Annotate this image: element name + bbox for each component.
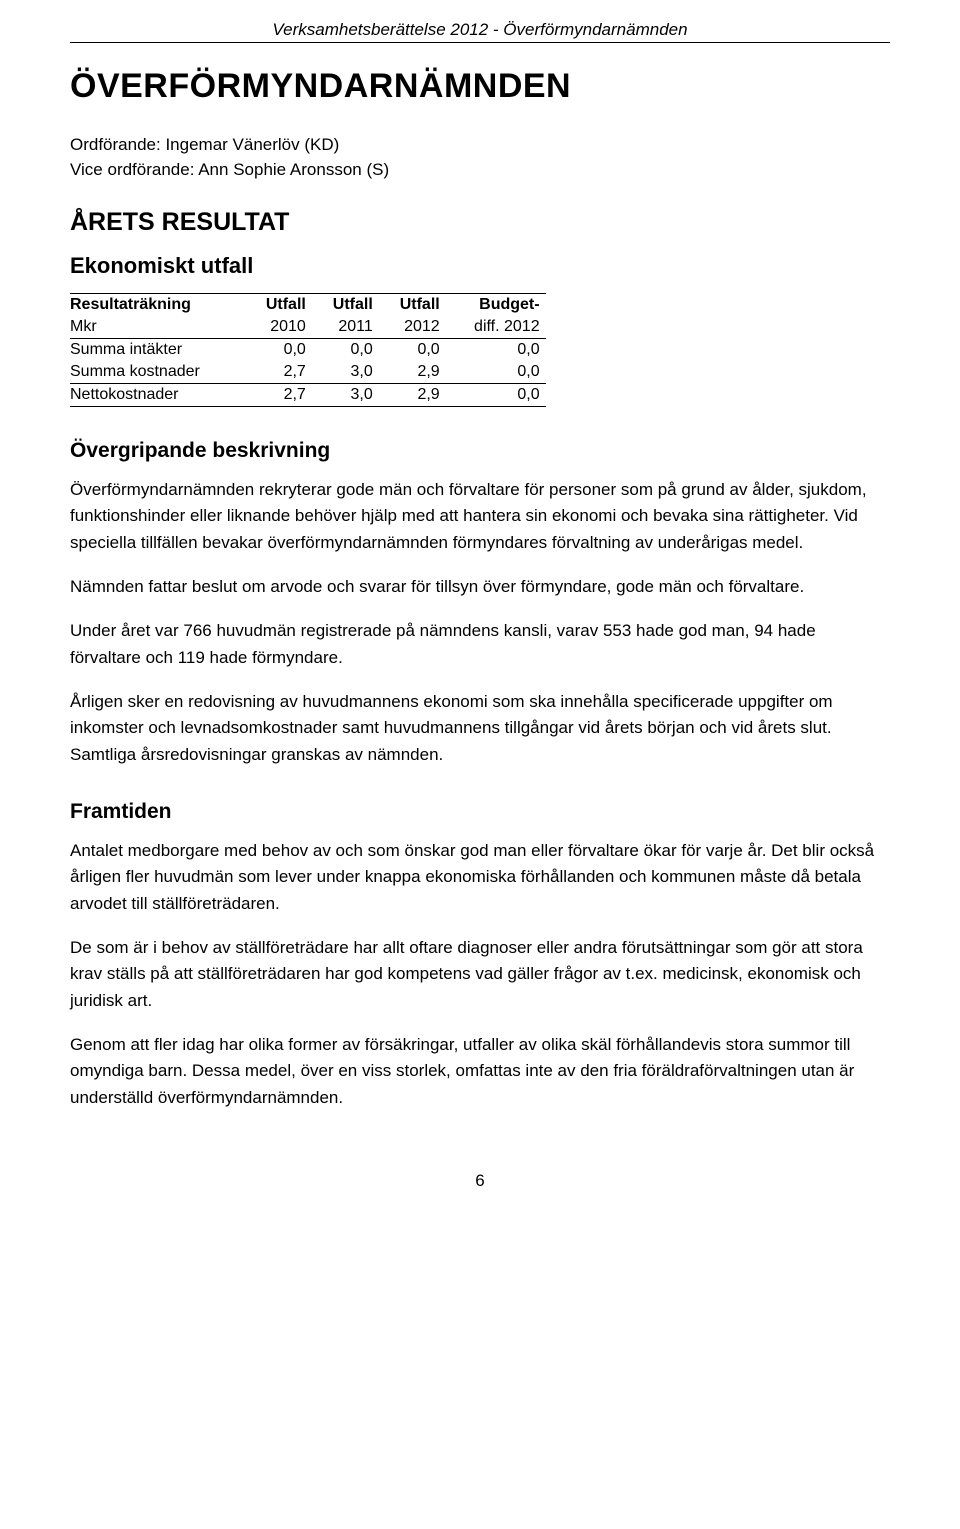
description-para: Nämnden fattar beslut om arvode och svar… [70,574,890,600]
cell: 0,0 [379,338,446,361]
cell: 2,9 [379,361,446,384]
results-subheading: Ekonomiskt utfall [70,253,890,279]
col-subheader: 2010 [245,316,312,339]
future-para: Genom att fler idag har olika former av … [70,1032,890,1111]
future-para: Antalet medborgare med behov av och som … [70,838,890,917]
col-subheader: 2011 [312,316,379,339]
description-para: Under året var 766 huvudmän registrerade… [70,618,890,671]
results-heading: ÅRETS RESULTAT [70,208,890,237]
cell: 0,0 [446,383,546,406]
col-header: Budget- [446,293,546,316]
col-header: Utfall [379,293,446,316]
page-title: ÖVERFÖRMYNDARNÄMNDEN [70,67,890,106]
col-header: Utfall [312,293,379,316]
cell: 0,0 [312,338,379,361]
future-heading: Framtiden [70,800,890,824]
cell: Nettokostnader [70,383,245,406]
table-row: Summa kostnader 2,7 3,0 2,9 0,0 [70,361,546,384]
table-row: Summa intäkter 0,0 0,0 0,0 0,0 [70,338,546,361]
officer-chair: Ordförande: Ingemar Vänerlöv (KD) [70,134,890,157]
cell: 3,0 [312,361,379,384]
cell: 2,9 [379,383,446,406]
cell: 0,0 [446,361,546,384]
cell: 0,0 [446,338,546,361]
cell: 2,7 [245,383,312,406]
col-subheader: diff. 2012 [446,316,546,339]
running-header: Verksamhetsberättelse 2012 - Överförmynd… [70,20,890,43]
cell: 3,0 [312,383,379,406]
col-subheader: Mkr [70,316,245,339]
future-para: De som är i behov av ställföreträdare ha… [70,935,890,1014]
results-table: Resultaträkning Utfall Utfall Utfall Bud… [70,293,546,407]
cell: Summa kostnader [70,361,245,384]
cell: 0,0 [245,338,312,361]
description-heading: Övergripande beskrivning [70,439,890,463]
description-para: Årligen sker en redovisning av huvudmann… [70,689,890,768]
col-header: Resultaträkning [70,293,245,316]
col-header: Utfall [245,293,312,316]
cell: 2,7 [245,361,312,384]
page-number: 6 [70,1171,890,1191]
col-subheader: 2012 [379,316,446,339]
description-para: Överförmyndarnämnden rekryterar gode män… [70,477,890,556]
cell: Summa intäkter [70,338,245,361]
table-footer-row: Nettokostnader 2,7 3,0 2,9 0,0 [70,383,546,406]
officer-vice-chair: Vice ordförande: Ann Sophie Aronsson (S) [70,159,890,182]
